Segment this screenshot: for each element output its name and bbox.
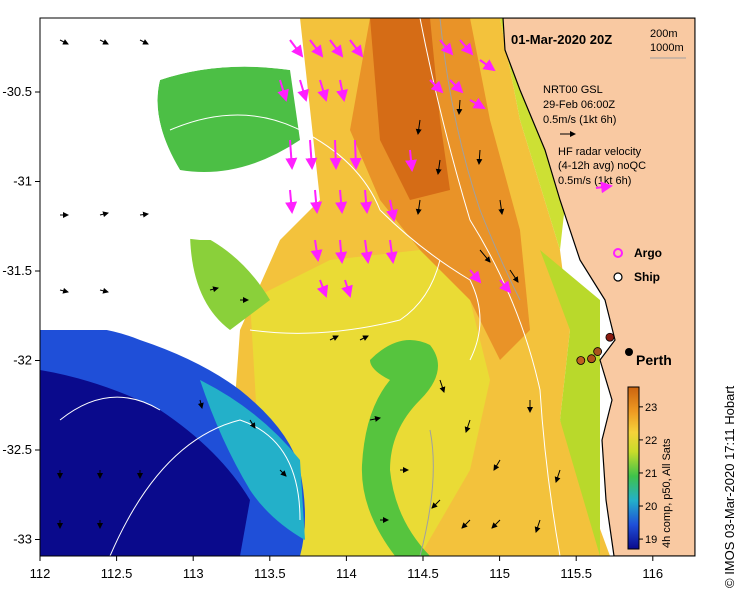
y-tick-label: -32 <box>13 353 32 368</box>
y-tick-label: -31.5 <box>2 263 32 278</box>
x-tick-label: 114.5 <box>407 566 439 581</box>
plot-frame <box>39 17 696 557</box>
contour-legend-200: 200m <box>650 28 678 40</box>
colorbar-tick-label: 23 <box>645 402 657 414</box>
x-tick-label: 114 <box>336 566 357 581</box>
colorbar <box>627 386 640 550</box>
ship-markers <box>576 332 615 365</box>
x-tick-label: 115 <box>489 566 510 581</box>
ship-legend-marker <box>613 272 623 282</box>
ship-marker <box>605 332 615 342</box>
x-axis: 112 112.5 113 113.5 114 114.5 115 115.5 116 <box>30 556 663 581</box>
ship-marker <box>593 347 603 356</box>
x-tick-label: 116 <box>642 566 663 581</box>
x-tick-label: 113.5 <box>254 566 286 581</box>
x-tick-label: 115.5 <box>560 566 592 581</box>
colorbar-tick-label: 21 <box>645 468 657 480</box>
sst-field <box>40 18 695 556</box>
nrt-label-3: 0.5m/s (1kt 6h) <box>543 114 616 126</box>
y-tick-label: -32.5 <box>2 442 32 457</box>
hf-scale-arrow <box>595 181 613 194</box>
argo-legend-label: Argo <box>634 246 662 260</box>
perth-marker <box>625 348 633 356</box>
x-tick-label: 113 <box>183 566 204 581</box>
nrt-current-arrows <box>57 39 561 533</box>
ship-legend-label: Ship <box>634 270 660 284</box>
perth-label: Perth <box>636 352 672 368</box>
y-tick-label: -33 <box>13 532 32 547</box>
ship-marker <box>576 356 586 365</box>
y-tick-label: -31 <box>13 174 32 189</box>
colorbar-tick-label: 20 <box>645 501 657 513</box>
colorbar-label: 4h comp, p50, All Sats <box>661 438 673 548</box>
x-tick-label: 112.5 <box>101 566 133 581</box>
hf-label-2: (4-12h avg) noQC <box>558 160 646 172</box>
side-credit: © IMOS 03-Mar-2020 17:11 Hobart <box>722 385 737 588</box>
contour-legend-1000: 1000m <box>650 42 684 54</box>
hf-label-3: 0.5m/s (1kt 6h) <box>558 175 631 187</box>
colorbar-ticks: 19 20 21 22 23 <box>639 402 657 546</box>
ship-marker <box>587 354 596 364</box>
colorbar-tick-label: 19 <box>645 534 657 546</box>
argo-legend-marker <box>613 248 623 258</box>
x-tick-label: 112 <box>30 566 51 581</box>
nrt-label-2: 29-Feb 06:00Z <box>543 99 615 111</box>
hf-radar-arrows <box>277 39 512 298</box>
y-tick-label: -30.5 <box>2 84 32 99</box>
hf-label-1: HF radar velocity <box>558 146 642 158</box>
y-axis: -30.5 -31 -31.5 -32 -32.5 -33 <box>2 84 40 547</box>
nrt-label-1: NRT00 GSL <box>543 84 603 96</box>
map-title: 01-Mar-2020 20Z <box>511 32 612 47</box>
colorbar-tick-label: 22 <box>645 435 657 447</box>
